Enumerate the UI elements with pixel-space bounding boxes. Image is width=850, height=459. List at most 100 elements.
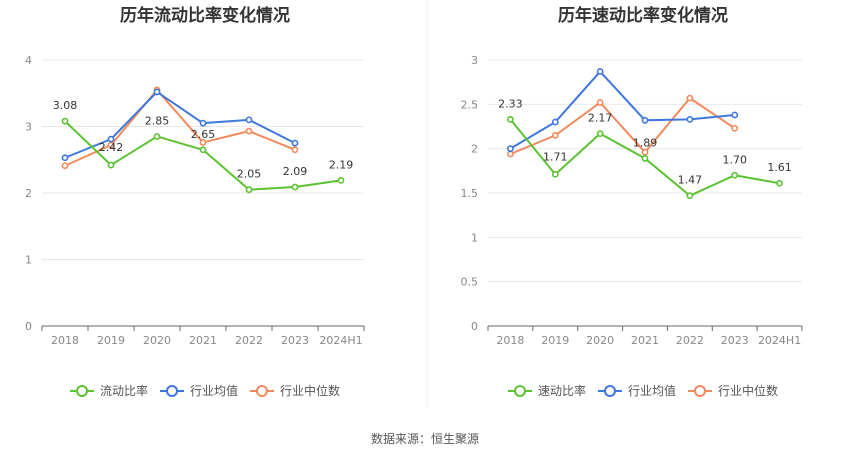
data-point[interactable] <box>337 176 345 184</box>
data-source-note: 数据来源：恒生聚源 <box>371 431 479 446</box>
data-point[interactable] <box>61 154 69 162</box>
data-point[interactable] <box>596 99 604 106</box>
series-line <box>64 88 296 167</box>
legend-marker-icon <box>256 385 268 397</box>
legend-item[interactable]: 速动比率 <box>508 383 586 398</box>
legend-marker-icon <box>76 385 88 397</box>
data-point[interactable] <box>245 186 253 194</box>
legend-item[interactable]: 行业中位数 <box>250 383 340 398</box>
data-label: 2.33 <box>498 97 523 110</box>
data-point[interactable] <box>61 117 69 125</box>
y-tick-label: 1 <box>25 254 32 267</box>
series-line <box>510 97 736 155</box>
y-tick-label: 4 <box>25 54 32 67</box>
y-tick-label: 1.5 <box>461 187 479 200</box>
x-tick-label: 2024H1 <box>758 334 801 347</box>
x-axis: 2018 2019 2020 2021 2022 2023 2024H1 <box>41 325 365 347</box>
data-point[interactable] <box>641 116 649 124</box>
data-point[interactable] <box>199 139 207 146</box>
data-label: 2.65 <box>191 128 216 141</box>
data-point[interactable] <box>291 139 299 147</box>
y-tick-label: 0.5 <box>461 276 479 289</box>
data-point[interactable] <box>731 111 739 119</box>
x-tick-label: 2021 <box>189 334 217 347</box>
data-labels: 3.08 2.42 2.85 2.65 2.05 2.09 2.19 <box>53 99 354 180</box>
legend-label: 速动比率 <box>538 383 586 398</box>
legend-item[interactable]: 行业均值 <box>160 383 238 398</box>
legend-marker-icon <box>604 385 616 397</box>
data-label: 2.85 <box>145 114 170 127</box>
y-tick-label: 2.5 <box>461 98 479 111</box>
data-point[interactable] <box>641 148 649 156</box>
data-point[interactable] <box>507 145 514 153</box>
data-point[interactable] <box>153 133 161 140</box>
y-tick-label: 1 <box>471 231 478 244</box>
x-tick-label: 2023 <box>281 334 309 347</box>
data-point[interactable] <box>641 155 649 162</box>
x-tick-label: 2022 <box>235 334 263 347</box>
legend-marker-icon <box>166 385 178 397</box>
data-point[interactable] <box>686 94 694 102</box>
data-point[interactable] <box>551 131 559 139</box>
data-point[interactable] <box>731 124 739 132</box>
y-axis: 0 1 2 3 4 <box>25 54 32 333</box>
x-tick-label: 2019 <box>541 334 569 347</box>
grid-lines <box>488 59 802 283</box>
series-line <box>64 90 296 159</box>
chart-title: 历年速动比率变化情况 <box>558 5 728 26</box>
x-tick-label: 2020 <box>143 334 171 347</box>
legend-label: 行业中位数 <box>280 383 340 398</box>
data-point[interactable] <box>507 116 514 123</box>
data-point[interactable] <box>245 127 253 135</box>
legend-item[interactable]: 流动比率 <box>70 383 148 398</box>
data-point[interactable] <box>507 150 514 158</box>
data-point[interactable] <box>199 119 207 127</box>
data-point[interactable] <box>731 171 739 179</box>
data-label: 1.70 <box>722 153 747 166</box>
data-label: 1.89 <box>633 136 658 149</box>
y-tick-label: 3 <box>471 54 478 67</box>
data-point[interactable] <box>291 183 299 191</box>
data-point[interactable] <box>291 146 299 154</box>
x-tick-label: 2022 <box>676 334 704 347</box>
data-point[interactable] <box>686 116 694 123</box>
data-point[interactable] <box>686 192 694 200</box>
data-point[interactable] <box>776 179 783 187</box>
x-tick-label: 2024H1 <box>319 334 362 347</box>
data-point[interactable] <box>199 146 207 154</box>
data-point[interactable] <box>596 68 604 75</box>
series-group <box>61 86 345 194</box>
y-tick-label: 2 <box>25 187 32 200</box>
data-label: 2.17 <box>588 112 613 125</box>
legend-label: 行业中位数 <box>718 383 778 398</box>
quick-ratio-chart: 历年速动比率变化情况 2018 2019 2020 2021 2022 2023 2024H… <box>461 5 803 398</box>
data-point[interactable] <box>153 88 161 96</box>
data-point[interactable] <box>245 116 253 124</box>
legend-item[interactable]: 行业中位数 <box>688 383 778 398</box>
data-label: 2.42 <box>99 141 124 154</box>
legend[interactable]: 流动比率 行业均值 行业中位数 <box>70 383 340 398</box>
data-point[interactable] <box>551 170 559 178</box>
legend-marker-icon <box>514 385 526 397</box>
y-tick-label: 3 <box>25 121 32 134</box>
data-label: 2.05 <box>237 168 262 181</box>
data-point[interactable] <box>107 135 115 143</box>
legend-label: 行业均值 <box>190 383 238 398</box>
data-label: 1.61 <box>767 161 792 174</box>
x-tick-label: 2018 <box>496 334 524 347</box>
data-point[interactable] <box>61 162 69 170</box>
data-label: 2.09 <box>283 165 308 178</box>
y-tick-label: 2 <box>471 143 478 156</box>
x-tick-label: 2018 <box>51 334 79 347</box>
x-tick-label: 2020 <box>586 334 614 347</box>
legend-item[interactable]: 行业均值 <box>598 383 676 398</box>
x-tick-label: 2019 <box>97 334 125 347</box>
x-tick-label: 2023 <box>721 334 749 347</box>
legend[interactable]: 速动比率 行业均值 行业中位数 <box>508 383 778 398</box>
data-label: 1.71 <box>543 150 568 163</box>
data-point[interactable] <box>107 161 115 169</box>
grid-lines <box>42 59 364 260</box>
data-point[interactable] <box>596 130 604 137</box>
data-point[interactable] <box>551 118 559 126</box>
